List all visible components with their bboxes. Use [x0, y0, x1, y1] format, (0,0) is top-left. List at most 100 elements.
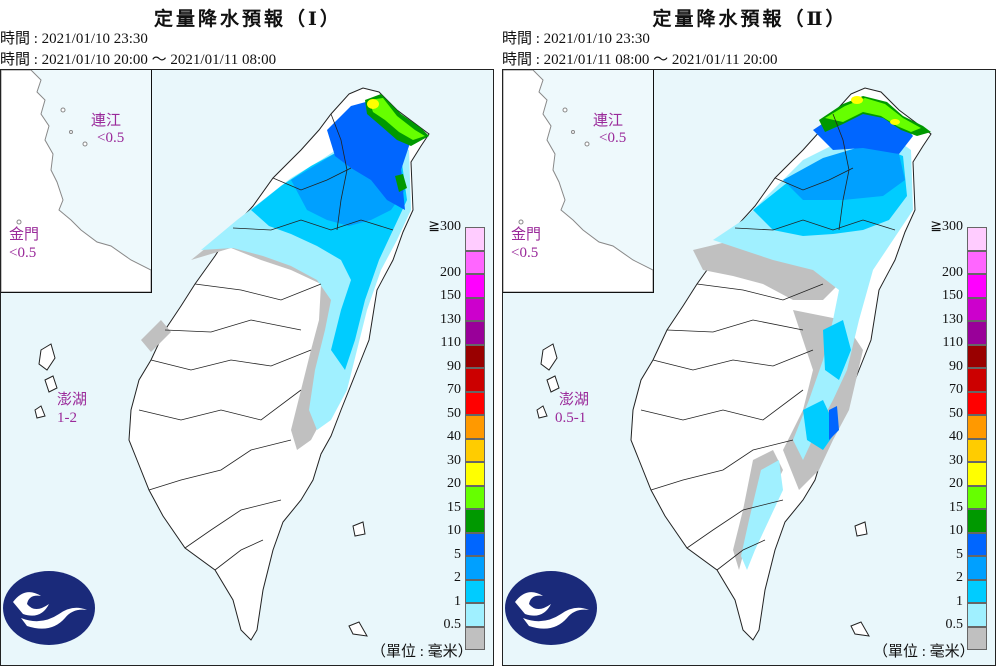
legend-swatch: [967, 368, 987, 392]
legend-swatch: [967, 462, 987, 486]
penghu-value: 0.5-1: [555, 410, 587, 426]
legend-swatch: [465, 532, 485, 556]
legend-label: 2: [454, 570, 461, 585]
legend-label: 10: [447, 523, 461, 538]
legend-swatch: [465, 274, 485, 298]
issue-time: 時間 : 2021/01/10 23:30: [502, 31, 650, 47]
panel-title: 定量降水預報（Ⅰ）: [154, 9, 342, 30]
issue-time: 時間 : 2021/01/10 23:30: [0, 31, 148, 47]
lienchiang-label: 連江: [91, 113, 122, 129]
penghu-label: 澎湖: [57, 392, 88, 408]
legend-swatch: [967, 250, 987, 274]
taiwan-rainfall-map: [34, 87, 430, 641]
legend-swatch: [465, 391, 485, 415]
legend-label: 30: [447, 452, 461, 468]
legend-label: 30: [949, 452, 963, 468]
legend-swatch: [465, 438, 485, 462]
legend-swatch: [465, 297, 485, 321]
lienchiang-label: 連江: [593, 113, 624, 129]
penghu-islands: [34, 343, 58, 419]
legend-label: 5: [956, 546, 963, 562]
legend-label: 40: [949, 429, 963, 444]
legend-swatch: [967, 603, 987, 627]
legend: ≧300 200 150 130 110 90 70 50 40 30 20 1…: [428, 219, 491, 650]
legend-swatch: [465, 227, 485, 251]
kinmen-label: 金門: [511, 227, 542, 243]
legend-label: 90: [949, 358, 963, 374]
legend-swatch: [967, 532, 987, 556]
legend-swatch: [967, 509, 987, 533]
legend-swatch: [967, 321, 987, 345]
legend-label: 90: [447, 358, 461, 374]
legend-swatch: [465, 462, 485, 486]
legend-label: 20: [949, 476, 963, 491]
legend-label: 110: [942, 335, 963, 350]
legend-label: 150: [440, 288, 461, 303]
legend-label: 5: [454, 546, 461, 562]
legend-label: 110: [440, 335, 461, 350]
offshore-inset: 連江 <0.5 金門 <0.5: [503, 70, 654, 293]
legend-swatch: [967, 579, 987, 603]
kinmen-value: <0.5: [9, 245, 37, 261]
legend-swatch: [967, 485, 987, 509]
legend-label: 50: [447, 405, 461, 421]
penghu-islands: [536, 343, 560, 419]
legend-swatch: [465, 344, 485, 368]
lienchiang-value: <0.5: [97, 130, 125, 146]
legend-label: 20: [447, 476, 461, 491]
legend-swatch: [967, 556, 987, 580]
legend-label: 200: [440, 264, 461, 280]
legend-swatch: [967, 227, 987, 251]
legend-label: 0.5: [945, 617, 964, 632]
legend-label: 130: [942, 311, 963, 327]
legend-swatch: [465, 603, 485, 627]
legend-label: 1: [454, 593, 461, 609]
penghu-label: 澎湖: [559, 392, 590, 408]
legend-swatch: [967, 626, 987, 650]
panel-title: 定量降水預報（Ⅱ）: [652, 9, 848, 30]
legend-swatch: [465, 415, 485, 439]
legend-swatch: [967, 297, 987, 321]
legend-swatch: [967, 415, 987, 439]
legend-top-label: ≧300: [428, 219, 461, 234]
forecast-panel-1: 定量降水預報（Ⅰ） 時間 : 2021/01/10 23:30 時間 : 202…: [0, 0, 496, 671]
legend-swatch: [967, 391, 987, 415]
unit-label: （單位 : 毫米）: [873, 644, 975, 660]
legend-swatch: [465, 556, 485, 580]
legend-label: 50: [949, 405, 963, 421]
legend-label: 1: [956, 593, 963, 609]
legend-swatch: [465, 579, 485, 603]
unit-label: （單位 : 毫米）: [371, 644, 473, 660]
legend-label: 2: [956, 570, 963, 585]
legend-swatch: [465, 368, 485, 392]
kinmen-value: <0.5: [511, 245, 539, 261]
legend: ≧300 200 150 130 110 90 70 50 40 30 20 1…: [930, 219, 993, 650]
legend-label: 15: [447, 499, 461, 515]
map-frame: 連江 <0.5 金門 <0.5: [502, 69, 996, 666]
kinmen-label: 金門: [9, 227, 40, 243]
valid-period: 時間 : 2021/01/10 20:00 ～ 2021/01/11 08:00: [0, 52, 277, 68]
forecast-panel-2: 定量降水預報（Ⅱ） 時間 : 2021/01/10 23:30 時間 : 202…: [502, 0, 998, 671]
legend-swatch: [465, 250, 485, 274]
cwb-logo-icon: [503, 568, 599, 653]
legend-swatch: [465, 626, 485, 650]
legend-label: 200: [942, 264, 963, 280]
legend-label: 10: [949, 523, 963, 538]
legend-label: 70: [447, 382, 461, 397]
legend-label: 130: [440, 311, 461, 327]
offshore-inset: 連江 <0.5 金門 <0.5: [1, 70, 152, 293]
penghu-value: 1-2: [57, 410, 77, 426]
legend-label: 40: [447, 429, 461, 444]
valid-period: 時間 : 2021/01/11 08:00 ～ 2021/01/11 20:00: [502, 52, 778, 68]
taiwan-rainfall-map: [536, 87, 932, 641]
legend-swatch: [967, 274, 987, 298]
legend-swatch: [967, 344, 987, 368]
legend-label: 70: [949, 382, 963, 397]
legend-swatch: [465, 485, 485, 509]
legend-top-label: ≧300: [930, 219, 963, 234]
legend-swatch: [465, 321, 485, 345]
legend-label: 150: [942, 288, 963, 303]
legend-label: 15: [949, 499, 963, 515]
legend-label: 0.5: [443, 617, 462, 632]
map-frame: 連江 <0.5 金門 <0.5: [0, 69, 494, 666]
